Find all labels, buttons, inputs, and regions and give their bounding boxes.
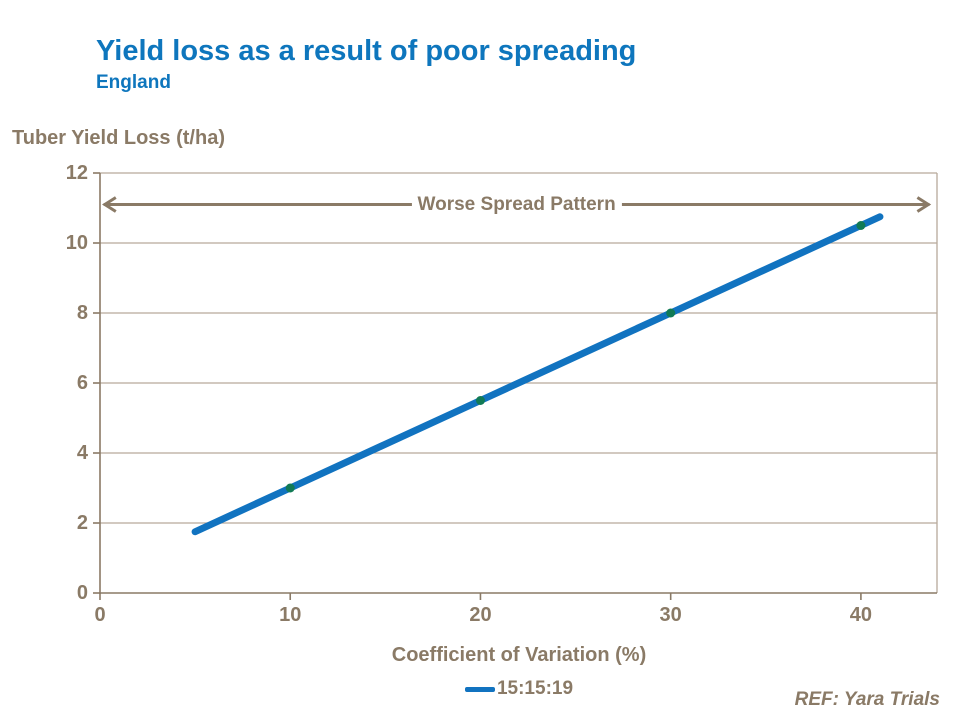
data-point-marker xyxy=(666,308,676,318)
series-line-15-15-19 xyxy=(191,213,884,536)
y-tick-label: 12 xyxy=(65,162,88,184)
data-point-marker xyxy=(475,396,485,405)
worse-spread-annotation-label: Worse Spread Pattern xyxy=(411,192,622,217)
arrow-head-left-icon xyxy=(102,196,117,213)
arrow-head-right-icon xyxy=(916,196,932,213)
x-tick-label: 30 xyxy=(659,604,682,626)
y-tick-label: 0 xyxy=(76,582,88,604)
y-tick-label: 4 xyxy=(76,442,88,464)
x-tick-label: 20 xyxy=(469,604,492,626)
legend-series-label: 15:15:19 xyxy=(496,678,574,699)
x-tick-label: 40 xyxy=(849,604,873,626)
data-point-marker xyxy=(285,483,295,493)
x-axis-title: Coefficient of Variation (%) xyxy=(391,644,647,666)
legend: 15:15:19 xyxy=(100,678,938,700)
page-title: Yield loss as a result of poor spreading xyxy=(96,35,637,67)
x-tick-label: 0 xyxy=(94,604,106,626)
y-tick-label: 6 xyxy=(76,372,88,394)
y-axis-title: Tuber Yield Loss (t/ha) xyxy=(12,127,225,149)
page-subtitle: England xyxy=(96,72,171,93)
y-tick-label: 10 xyxy=(65,232,88,254)
x-tick-label: 10 xyxy=(279,604,302,626)
y-tick-label: 2 xyxy=(76,512,88,534)
y-tick-label: 8 xyxy=(76,302,88,324)
legend-line-swatch xyxy=(464,686,495,692)
data-point-marker xyxy=(856,221,866,230)
reference-note: REF: Yara Trials xyxy=(794,689,940,710)
